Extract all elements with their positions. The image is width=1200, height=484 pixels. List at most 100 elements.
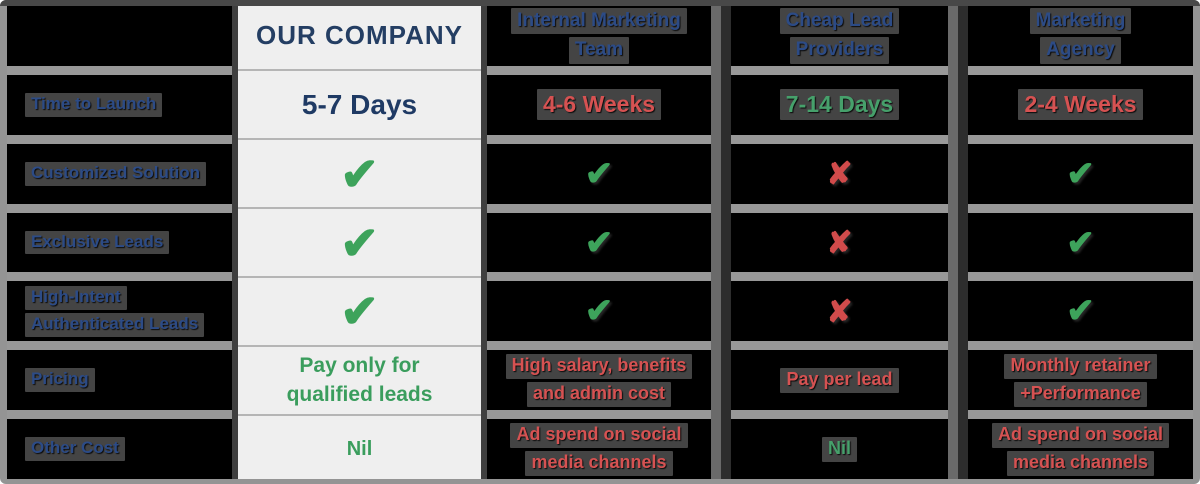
column-cheap-lead-providers: Cheap Lead Providers 7-14 Days ✘ ✘ ✘ Pay per l… (731, 6, 948, 480)
row-divider (487, 410, 711, 420)
header-text: Agency (1040, 37, 1121, 64)
row-divider (7, 341, 232, 351)
row-divider (487, 134, 711, 144)
column-header-internal-marketing-team: Internal Marketing Team (487, 6, 711, 66)
cell-text: and admin cost (526, 381, 672, 407)
column-marketing-agency: Marketing Agency 2-4 Weeks ✔ ✔ ✔ Monthly retai… (968, 6, 1193, 480)
header-text: Internal Marketing (511, 8, 687, 35)
cell-other-cost-cheap-lead-providers: Nil (731, 419, 948, 480)
row-divider (968, 134, 1193, 144)
row-label-text: Authenticated Leads (25, 312, 205, 337)
cell-time-to-launch-cheap-lead-providers: 7-14 Days (731, 74, 948, 135)
row-label-other-cost: Other Cost (7, 419, 232, 480)
cell-text: 7-14 Days (779, 89, 900, 121)
cell-time-to-launch-marketing-agency: 2-4 Weeks (968, 74, 1193, 135)
cell-pricing-marketing-agency: Monthly retainer +Performance (968, 350, 1193, 411)
cross-icon: ✘ (826, 225, 853, 260)
cell-high-intent-authenticated-leads-cheap-lead-providers: ✘ (731, 281, 948, 342)
cell-text: 4-6 Weeks (536, 89, 662, 121)
cell-other-cost-our-company: Nil (238, 419, 481, 479)
column-separator (711, 6, 731, 479)
cell-pricing-our-company: Pay only for qualified leads (238, 350, 481, 410)
cell-text: Nil (346, 437, 373, 460)
row-divider (731, 272, 948, 282)
cell-text: Nil (821, 436, 857, 462)
column-header-our-company: OUR COMPANY (238, 6, 481, 66)
cell-other-cost-internal-marketing-team: Ad spend on social media channels (487, 419, 711, 480)
cell-text: +Performance (1014, 381, 1147, 407)
row-label-text: Pricing (25, 368, 95, 393)
cell-pricing-cheap-lead-providers: Pay per lead (731, 350, 948, 411)
row-label-text: High-Intent (25, 286, 127, 310)
header-text: Team (568, 37, 630, 64)
cell-text: Ad spend on social (991, 422, 1170, 448)
check-icon: ✔ (340, 147, 379, 200)
check-icon: ✔ (584, 223, 614, 262)
row-divider (238, 272, 481, 282)
row-label-text: Customized Solution (25, 161, 207, 186)
row-divider (968, 203, 1193, 213)
row-divider (731, 410, 948, 420)
row-divider (731, 341, 948, 351)
row-divider (487, 341, 711, 351)
header-text: Cheap Lead (779, 8, 900, 35)
cell-customized-solution-our-company: ✔ (238, 144, 481, 204)
row-label-pricing: Pricing (7, 350, 232, 411)
header-text: Marketing (1029, 8, 1132, 35)
row-divider (238, 134, 481, 144)
cell-high-intent-authenticated-leads-internal-marketing-team: ✔ (487, 281, 711, 342)
column-separator (948, 6, 968, 479)
row-label-text: Exclusive Leads (25, 230, 170, 255)
row-divider (487, 272, 711, 282)
row-divider (968, 341, 1193, 351)
cell-text: 5-7 Days (301, 88, 418, 120)
check-icon: ✔ (1066, 154, 1095, 193)
row-divider (7, 203, 232, 213)
row-divider (968, 272, 1193, 282)
cell-customized-solution-cheap-lead-providers: ✘ (731, 143, 948, 204)
row-divider (487, 203, 711, 213)
row-divider (968, 410, 1193, 420)
cell-other-cost-marketing-agency: Ad spend on social media channels (968, 419, 1193, 480)
row-divider (238, 410, 481, 420)
cell-pricing-internal-marketing-team: High salary, benefits and admin cost (487, 350, 711, 411)
row-divider (7, 410, 232, 420)
row-divider (238, 341, 481, 351)
row-divider (238, 65, 481, 75)
table-top-border (0, 0, 1200, 6)
check-icon: ✔ (340, 285, 379, 338)
row-label-text: Time to Launch (25, 92, 163, 117)
highlight-column-right-border (481, 6, 487, 479)
cell-high-intent-authenticated-leads-marketing-agency: ✔ (968, 281, 1193, 342)
row-divider (7, 134, 232, 144)
check-icon: ✔ (1066, 223, 1095, 262)
row-divider (731, 65, 948, 75)
cell-high-intent-authenticated-leads-our-company: ✔ (238, 281, 481, 341)
row-divider (238, 203, 481, 213)
cell-text: High salary, benefits (505, 353, 693, 379)
header-text: Providers (789, 37, 890, 64)
cell-text: Pay per lead (780, 367, 899, 393)
cell-text: Monthly retainer (1004, 353, 1157, 379)
check-icon: ✔ (584, 154, 614, 193)
highlight-column-left-border (232, 6, 238, 479)
row-label-exclusive-leads: Exclusive Leads (7, 212, 232, 273)
cell-exclusive-leads-marketing-agency: ✔ (968, 212, 1193, 273)
cell-text: media channels (525, 450, 673, 476)
row-label-time-to-launch: Time to Launch (7, 74, 232, 135)
cell-customized-solution-marketing-agency: ✔ (968, 143, 1193, 204)
column-header-cheap-lead-providers: Cheap Lead Providers (731, 6, 948, 66)
column-features: Time to Launch Customized Solution Exclusi… (7, 6, 232, 480)
cell-text: Ad spend on social (510, 422, 688, 448)
row-label-text: Other Cost (25, 437, 125, 461)
cell-exclusive-leads-internal-marketing-team: ✔ (487, 212, 711, 273)
cell-text: media channels (1006, 450, 1155, 476)
cell-time-to-launch-internal-marketing-team: 4-6 Weeks (487, 74, 711, 135)
cell-text: 2-4 Weeks (1018, 89, 1143, 121)
cell-customized-solution-internal-marketing-team: ✔ (487, 143, 711, 204)
cross-icon: ✘ (826, 156, 853, 192)
header-text: OUR COMPANY (256, 20, 463, 51)
row-divider (487, 65, 711, 75)
cell-text: qualified leads (286, 382, 433, 406)
cell-text: Pay only for (299, 354, 420, 378)
